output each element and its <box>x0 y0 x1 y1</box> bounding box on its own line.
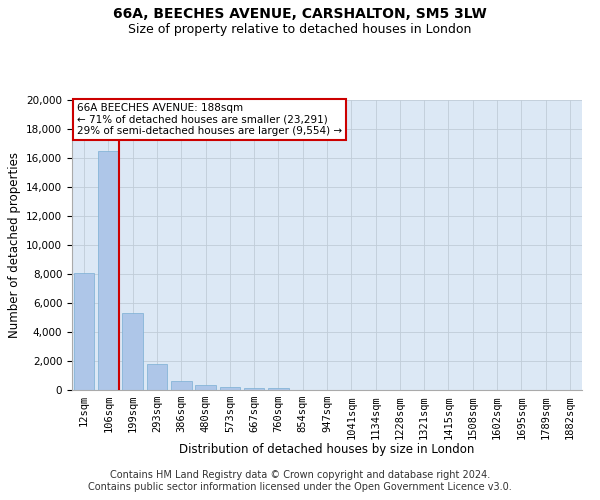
Text: 66A, BEECHES AVENUE, CARSHALTON, SM5 3LW: 66A, BEECHES AVENUE, CARSHALTON, SM5 3LW <box>113 8 487 22</box>
Text: Contains HM Land Registry data © Crown copyright and database right 2024.: Contains HM Land Registry data © Crown c… <box>110 470 490 480</box>
Bar <box>122 313 143 390</box>
Bar <box>146 364 167 390</box>
Text: Contains public sector information licensed under the Open Government Licence v3: Contains public sector information licen… <box>88 482 512 492</box>
Bar <box>195 385 216 390</box>
Text: Size of property relative to detached houses in London: Size of property relative to detached ho… <box>128 22 472 36</box>
Text: Distribution of detached houses by size in London: Distribution of detached houses by size … <box>179 442 475 456</box>
Bar <box>74 272 94 390</box>
Bar <box>244 388 265 390</box>
Y-axis label: Number of detached properties: Number of detached properties <box>8 152 20 338</box>
Text: 66A BEECHES AVENUE: 188sqm
← 71% of detached houses are smaller (23,291)
29% of : 66A BEECHES AVENUE: 188sqm ← 71% of deta… <box>77 103 342 136</box>
Bar <box>268 388 289 390</box>
Bar <box>171 380 191 390</box>
Bar <box>98 151 119 390</box>
Bar <box>220 388 240 390</box>
